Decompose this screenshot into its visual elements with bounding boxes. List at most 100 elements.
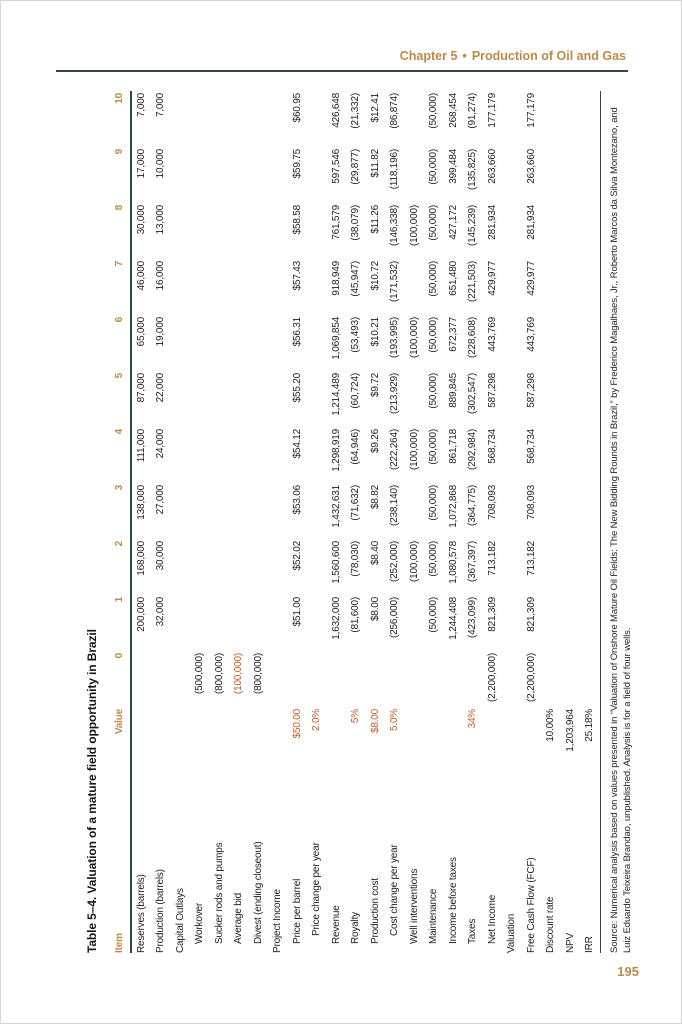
year-5-cell [307, 371, 327, 427]
year-2-cell: 1,080,578 [447, 541, 459, 584]
row-label: Production (barrels) [155, 869, 166, 953]
year-3-cell [502, 483, 522, 539]
year-8-cell [229, 203, 249, 259]
col-header-10: 10 [110, 91, 131, 147]
year-2-cell [580, 539, 600, 595]
value-cell [405, 707, 425, 764]
year-10-cell: 177,179 [525, 93, 537, 128]
year-7-cell: 46,000 [135, 261, 147, 291]
year-4-cell: 1,298,919 [330, 429, 342, 472]
year-6-cell: 1,069,854 [330, 317, 342, 360]
year-2-cell: 30,000 [155, 541, 166, 571]
year-2-cell [541, 539, 561, 595]
year-4-cell: 111,000 [135, 429, 147, 463]
row-label: Maintenance [428, 888, 439, 944]
col-header-1: 1 [110, 595, 131, 651]
year-1-cell [229, 595, 249, 651]
year-9-cell [541, 147, 561, 203]
year-9-cell: 399,484 [447, 149, 459, 184]
year-9-cell [268, 147, 288, 203]
table-source-note: Source: Numerical analysis based on valu… [608, 107, 633, 953]
year-1-cell [249, 595, 269, 651]
year-2-cell: $52.02 [291, 541, 303, 571]
value-cell: $50.00 [291, 709, 303, 739]
year-6-cell [541, 315, 561, 371]
year-6-cell: 443,769 [486, 317, 498, 352]
year-6-cell [210, 315, 230, 371]
year-9-cell [580, 147, 600, 203]
year-2-cell [502, 539, 522, 595]
value-cell [424, 707, 444, 764]
year-4-cell [541, 427, 561, 483]
year-10-cell [405, 91, 425, 147]
year-1-cell [210, 595, 230, 651]
col-header-0: 0 [110, 651, 131, 707]
year-9-cell: 597,546 [330, 149, 342, 184]
value-cell: 1,203,964 [564, 709, 576, 752]
year-9-cell: (50,000) [428, 149, 439, 185]
year-5-cell: 587,298 [486, 373, 498, 408]
table-row: Workover (500,000) [190, 91, 210, 953]
table-row: Average bid (100,000) [229, 91, 249, 953]
value-cell [444, 707, 464, 764]
year-3-cell [580, 483, 600, 539]
year-9-cell [561, 147, 581, 203]
year-2-cell: (100,000) [408, 541, 420, 583]
year-9-cell: 17,000 [135, 149, 147, 179]
year-3-cell [249, 483, 269, 539]
value-cell [229, 707, 249, 764]
year-6-cell [502, 315, 522, 371]
year-3-cell: (50,000) [428, 485, 439, 521]
table-row: IRR 25.18% [580, 91, 600, 953]
year-8-cell: (146,338) [389, 205, 400, 247]
year-9-cell: 263,660 [486, 149, 498, 184]
year-7-cell: 16,000 [155, 261, 166, 291]
table-row: Maintenance (50,000) (50,000) (50,000) (50,0… [424, 91, 444, 953]
row-label: Taxes [467, 918, 478, 944]
row-label: Production cost [369, 878, 381, 944]
year-10-cell [502, 91, 522, 147]
year-9-cell [190, 147, 210, 203]
year-8-cell [268, 203, 288, 259]
year-9-cell: (135,825) [467, 149, 478, 191]
year-0-cell: (500,000) [194, 653, 205, 695]
table-row: Divest (ending closeout) (800,000) [249, 91, 269, 953]
year-9-cell [307, 147, 327, 203]
table-row: Income before taxes 1,244,408 1,080,578 1,0… [444, 91, 464, 953]
value-cell [522, 707, 542, 764]
year-4-cell: 24,000 [155, 429, 166, 459]
year-10-cell: (86,874) [389, 93, 400, 129]
year-6-cell [561, 315, 581, 371]
year-5-cell [268, 371, 288, 427]
year-6-cell: 19,000 [155, 317, 166, 347]
year-7-cell: (171,532) [389, 261, 400, 303]
year-7-cell: 918,949 [330, 261, 342, 296]
row-label: Project Income [272, 889, 283, 953]
year-2-cell [268, 539, 288, 595]
table-title: Table 5–4. Valuation of a mature field o… [85, 629, 99, 953]
year-7-cell: (221,503) [467, 261, 478, 303]
year-8-cell: 427,172 [447, 205, 459, 240]
year-7-cell: $10.72 [369, 261, 381, 291]
year-2-cell [307, 539, 327, 595]
year-6-cell [580, 315, 600, 371]
year-10-cell: $60.95 [291, 93, 303, 123]
year-3-cell [405, 483, 425, 539]
col-header-value: Value [110, 707, 131, 764]
year-5-cell: $9.72 [369, 373, 381, 398]
table-row: Price change per year 2.0% [307, 91, 327, 953]
year-0-cell [424, 651, 444, 707]
year-6-cell: 672,377 [447, 317, 459, 352]
year-0-cell [288, 651, 308, 707]
table-row: Taxes 34% (423,099) (367,397) (364,775) (292,… [463, 91, 483, 953]
year-10-cell [210, 91, 230, 147]
year-0-cell [151, 651, 171, 707]
section-row: Valuation [502, 91, 522, 953]
year-2-cell: 168,000 [135, 541, 147, 576]
year-2-cell [210, 539, 230, 595]
table-row: Free Cash Flow (FCF) (2,200,000) 821,309 71… [522, 91, 542, 953]
year-4-cell [171, 427, 191, 483]
table-row: Production (barrels) 32,000 30,000 27,000 24… [151, 91, 171, 953]
row-label: Price change per year [311, 842, 322, 936]
year-9-cell [405, 147, 425, 203]
